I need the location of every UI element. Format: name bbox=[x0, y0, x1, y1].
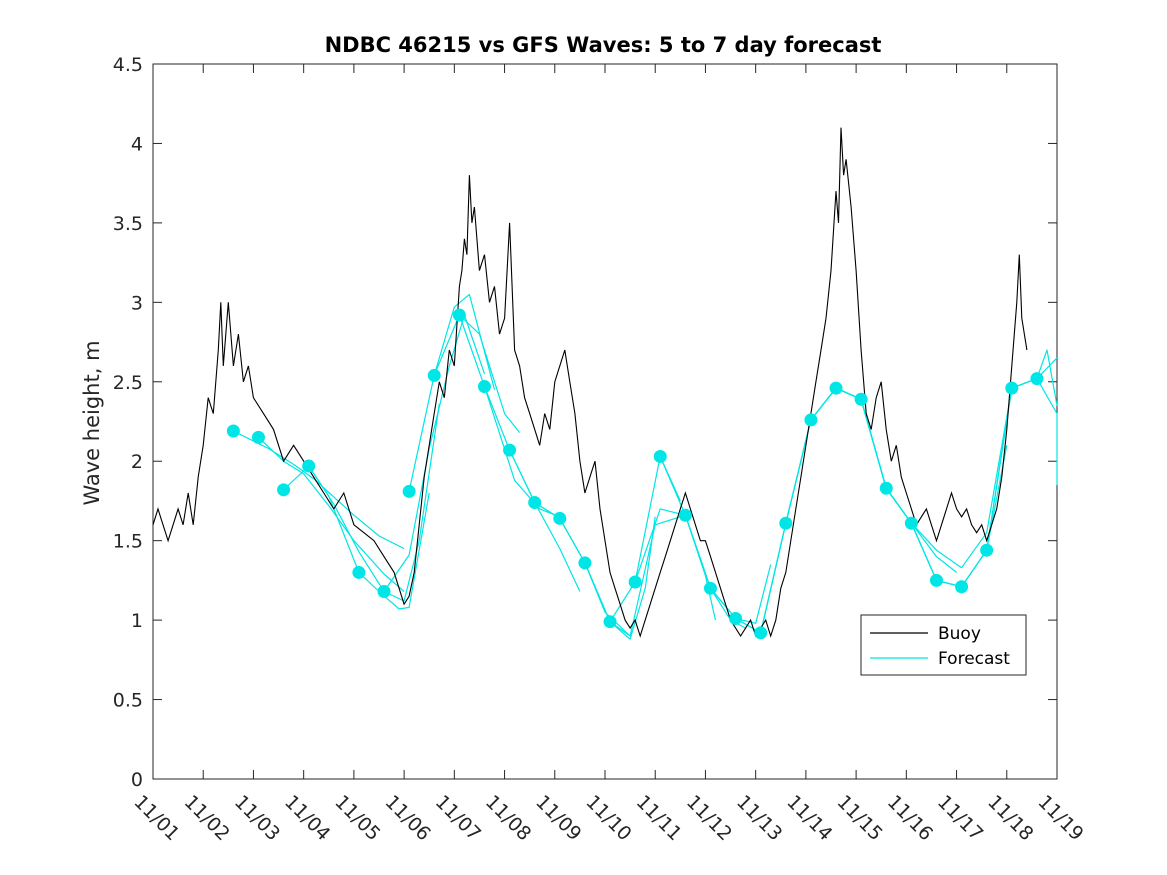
forecast-point bbox=[477, 380, 491, 394]
legend: Buoy Forecast bbox=[860, 614, 1027, 676]
forecast-point bbox=[1030, 372, 1044, 386]
forecast-point bbox=[302, 459, 316, 473]
y-tick-label: 0 bbox=[131, 769, 143, 791]
y-tick-label: 4.5 bbox=[113, 54, 143, 76]
forecast-point bbox=[804, 413, 818, 427]
forecast-point bbox=[628, 575, 642, 589]
forecast-point bbox=[955, 580, 969, 594]
buoy-series-line bbox=[152, 127, 1028, 638]
forecast-point bbox=[603, 615, 617, 629]
forecast-point bbox=[528, 496, 542, 510]
forecast-run-line-0 bbox=[233, 430, 405, 550]
forecast-run-line-4 bbox=[383, 314, 486, 592]
forecast-point bbox=[653, 449, 667, 463]
forecast-run-line-21 bbox=[860, 378, 1058, 588]
forecast-point bbox=[277, 483, 291, 497]
y-tick-label: 3 bbox=[131, 292, 143, 314]
forecast-point bbox=[829, 381, 843, 395]
forecast-run-line-5 bbox=[408, 293, 496, 492]
forecast-run-line-6 bbox=[433, 314, 521, 433]
legend-box bbox=[860, 614, 1027, 676]
forecast-point bbox=[929, 573, 943, 587]
forecast-point bbox=[779, 516, 793, 530]
forecast-point bbox=[678, 508, 692, 522]
forecast-point bbox=[578, 556, 592, 570]
y-tick-label: 1 bbox=[131, 610, 143, 632]
y-tick-label: 1.5 bbox=[113, 531, 143, 553]
forecast-point bbox=[226, 424, 240, 438]
forecast-point bbox=[503, 443, 517, 457]
y-axis-label: Wave height, m bbox=[80, 340, 104, 505]
y-tick-label: 4 bbox=[131, 133, 143, 155]
forecast-point bbox=[402, 484, 416, 498]
forecast-run-line-7 bbox=[458, 314, 561, 518]
forecast-point bbox=[553, 511, 567, 525]
legend-buoy-label: Buoy bbox=[938, 624, 981, 644]
forecast-point bbox=[352, 565, 366, 579]
forecast-point bbox=[854, 392, 868, 406]
forecast-point bbox=[377, 585, 391, 599]
forecast-point bbox=[251, 430, 265, 444]
forecast-point bbox=[1005, 381, 1019, 395]
forecast-point bbox=[452, 308, 466, 322]
y-tick-label: 0.5 bbox=[113, 690, 143, 712]
forecast-point bbox=[879, 481, 893, 495]
y-tick-label: 3.5 bbox=[113, 213, 143, 235]
forecast-point bbox=[427, 368, 441, 382]
y-tick-label: 2 bbox=[131, 451, 143, 473]
forecast-point bbox=[754, 626, 768, 640]
chart-title: NDBC 46215 vs GFS Waves: 5 to 7 day fore… bbox=[325, 33, 882, 57]
legend-forecast-label: Forecast bbox=[938, 649, 1010, 669]
forecast-point bbox=[980, 543, 994, 557]
forecast-point bbox=[729, 612, 743, 626]
y-tick-label: 2.5 bbox=[113, 372, 143, 394]
forecast-point bbox=[703, 581, 717, 595]
forecast-point bbox=[904, 516, 918, 530]
